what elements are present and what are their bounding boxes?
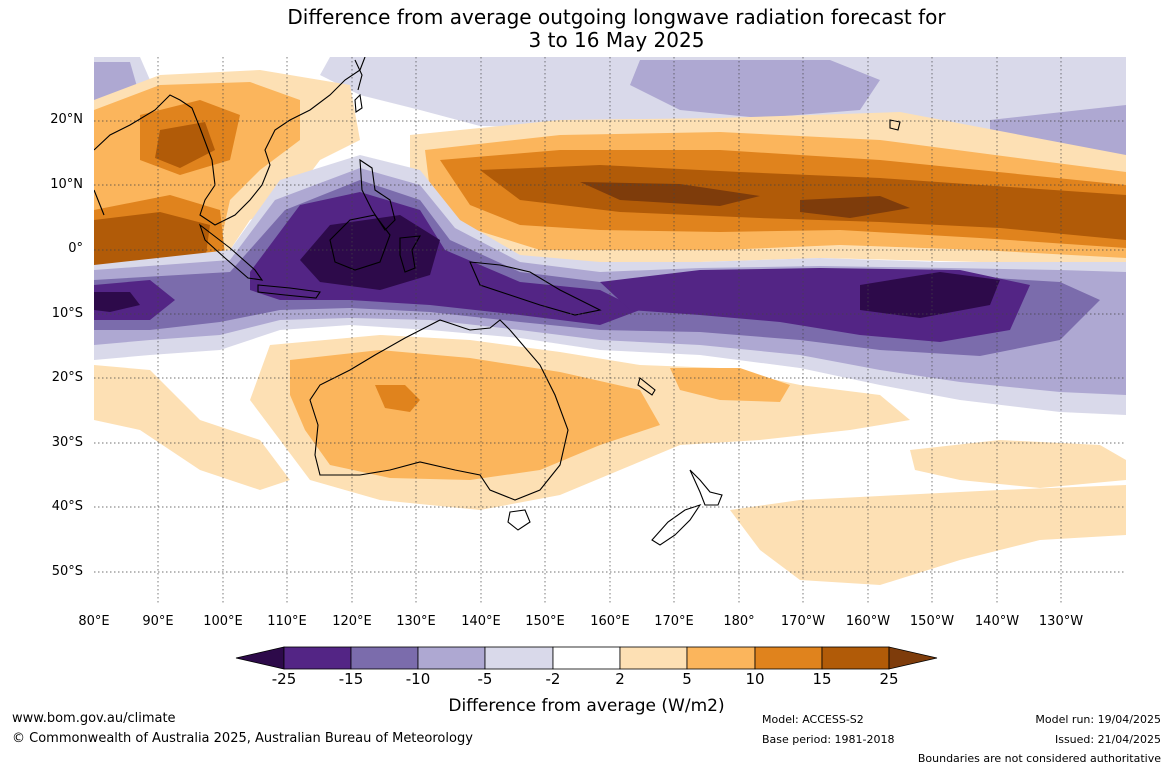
footer-model-run: Model run: 19/04/2025 (1035, 713, 1161, 726)
lon-label-170e: 170°E (654, 614, 694, 629)
colorbar-tick-neg-15: -15 (338, 670, 364, 688)
colorbar-tick-pos-5: 5 (682, 670, 692, 688)
lon-label-180: 180° (723, 614, 755, 629)
colorbar-swatch-2-2 (552, 646, 621, 670)
anomaly-region-pos-25-npacific (580, 182, 760, 206)
lon-label-130w: 130°W (1038, 614, 1084, 629)
coastline-taiwan (354, 93, 363, 113)
coastline-java (257, 284, 321, 299)
colorbar-swatch-gt-25 (888, 646, 938, 670)
lon-label-130e: 130°E (396, 614, 436, 629)
coastline-tasmania (507, 509, 531, 531)
colorbar-swatch-lt-25 (235, 646, 285, 670)
colorbar-tick-pos-2: 2 (615, 670, 625, 688)
coastline-japan (354, 59, 363, 91)
lon-label-80e: 80°E (78, 614, 110, 629)
colorbar-swatch-2-5 (619, 646, 688, 670)
anomaly-region-pos-15-asia (94, 212, 210, 268)
colorbar (235, 646, 938, 670)
colorbar-tick-pos-25: 25 (879, 670, 899, 688)
lon-label-100e: 100°E (203, 614, 243, 629)
anomaly-region-pos-2-southwest (94, 365, 290, 490)
footer-base-period: Base period: 1981-2018 (762, 733, 895, 746)
anomaly-region-pos-5-pacific (670, 368, 790, 402)
coastline-new-zealand-south (651, 503, 702, 546)
lon-label-150w: 150°W (909, 614, 955, 629)
anomaly-region-lt-25-indian (94, 292, 140, 312)
anomaly-region-pos-2-southeast (730, 485, 1126, 585)
anomaly-region-pos-10-australia (375, 385, 420, 412)
lon-label-150e: 150°E (525, 614, 565, 629)
colorbar-swatch-5-10 (686, 646, 756, 670)
lon-label-160e: 160°E (590, 614, 630, 629)
lat-label-10n: 10°N (50, 177, 83, 192)
lon-label-140e: 140°E (461, 614, 501, 629)
colorbar-tick-pos-10: 10 (745, 670, 765, 688)
lat-label-20s: 20°S (51, 370, 83, 385)
colorbar-tick-neg-5: -5 (477, 670, 493, 688)
colorbar-swatch-15-25 (821, 646, 890, 670)
lat-label-10s: 10°S (51, 306, 83, 321)
lon-label-170w: 170°W (780, 614, 826, 629)
lat-label-40s: 40°S (51, 499, 83, 514)
coastline-hawaii (889, 119, 901, 131)
coastline-asia-mainland (94, 57, 366, 226)
lat-label-20n: 20°N (50, 112, 83, 127)
anomaly-region-pos-5-australia (290, 350, 660, 480)
coastline-sulawesi (399, 235, 422, 273)
colorbar-swatch-25-15 (283, 646, 352, 670)
footer-site-link[interactable]: www.bom.gov.au/climate (12, 711, 176, 726)
colorbar-tick-neg-2: -2 (545, 670, 561, 688)
lon-label-110e: 110°E (267, 614, 307, 629)
footer-boundaries-note: Boundaries are not considered authoritat… (917, 752, 1161, 765)
colorbar-swatch-10-15 (754, 646, 823, 670)
coastline-new-guinea (469, 261, 602, 316)
colorbar-tick-pos-15: 15 (812, 670, 832, 688)
footer-issued: Issued: 21/04/2025 (1054, 733, 1161, 746)
graticule (94, 57, 1126, 603)
anomaly-region-pos-25-npacific-east (800, 196, 910, 218)
coastline-australia (309, 319, 569, 501)
lon-label-120e: 120°E (332, 614, 372, 629)
lon-label-140w: 140°W (974, 614, 1020, 629)
anomaly-region-lt-25-spcz (860, 272, 1000, 318)
coastline-borneo (329, 214, 391, 271)
coastline-new-zealand-north (689, 469, 723, 506)
lon-label-160w: 160°W (845, 614, 891, 629)
anomaly-region-pos-2-farsoutheast (910, 440, 1126, 488)
colorbar-tick-neg-10: -10 (405, 670, 431, 688)
lat-label-50s: 50°S (51, 564, 83, 579)
footer-copyright: © Commonwealth of Australia 2025, Austra… (12, 731, 473, 746)
coastline-philippines (359, 158, 396, 231)
lon-label-90e: 90°E (142, 614, 174, 629)
footer-model: Model: ACCESS-S2 (762, 713, 864, 726)
colorbar-swatch-10-5 (417, 646, 486, 670)
colorbar-swatch-15-10 (350, 646, 419, 670)
map-title-line-2: 3 to 16 May 2025 (528, 28, 705, 52)
coastlines (94, 57, 901, 546)
anomaly-region-pos-15-indochina (155, 122, 215, 168)
coastline-new-caledonia (637, 377, 656, 396)
coastline-sumatra (198, 223, 264, 281)
map-title-line-1: Difference from average outgoing longwav… (287, 5, 946, 29)
lat-label-30s: 30°S (51, 435, 83, 450)
coastline-india (94, 189, 105, 216)
lat-label-0: 0° (68, 241, 83, 256)
anomaly-region-neg-10-north (630, 60, 880, 118)
colorbar-tick-neg-25: -25 (271, 670, 297, 688)
colorbar-title: Difference from average (W/m2) (448, 696, 725, 716)
colorbar-swatch-5-2 (484, 646, 554, 670)
